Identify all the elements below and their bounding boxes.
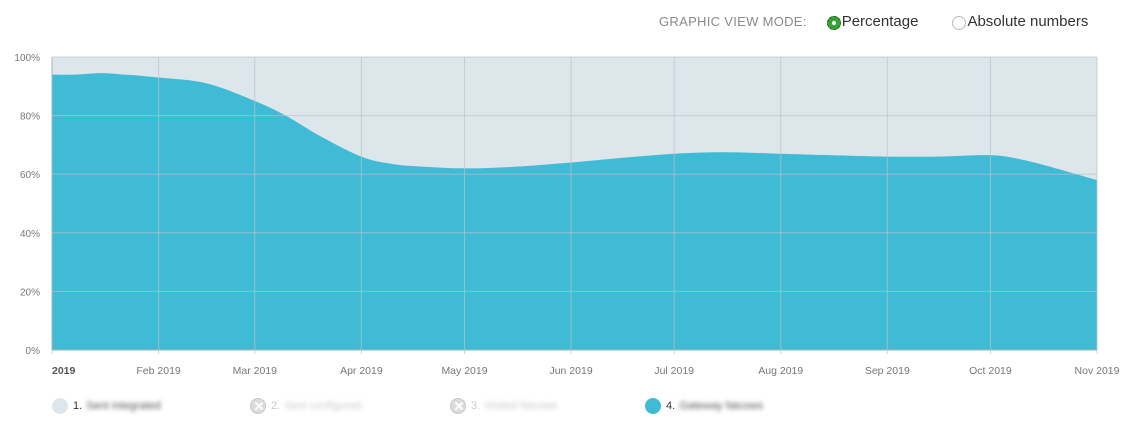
y-tick-label: 100% <box>14 53 40 64</box>
percentage-label[interactable]: Percentage <box>841 12 919 30</box>
absolute-numbers-option[interactable]: Absolute numbers <box>952 13 1088 30</box>
series-area <box>52 73 1097 351</box>
y-tick-label: 0% <box>26 346 41 357</box>
view-mode-label: GRAPHIC VIEW MODE: <box>659 13 807 29</box>
x-tick-label: Aug 2019 <box>758 365 803 377</box>
x-tick-label: Sep 2019 <box>865 365 910 377</box>
view-mode-bar: GRAPHIC VIEW MODE: Percentage Absolute n… <box>659 10 1088 32</box>
legend-item[interactable]: 3. Visited fatcows <box>450 398 557 414</box>
legend-item[interactable]: 2. Sent configured <box>250 398 361 414</box>
x-tick-label: Nov 2019 <box>1075 365 1120 377</box>
legend-label: Visited fatcows <box>484 400 558 412</box>
percentage-option[interactable]: Percentage <box>826 12 919 30</box>
absolute-numbers-radio[interactable] <box>952 16 967 30</box>
legend-index: 1. <box>73 400 83 412</box>
x-tick-label: Oct 2019 <box>969 365 1012 377</box>
legend-item[interactable]: 4. Gateway fatcows <box>645 398 763 414</box>
percentage-radio[interactable] <box>826 16 841 30</box>
x-tick-label: Jun 2019 <box>549 365 592 377</box>
y-tick-label: 40% <box>20 229 40 240</box>
legend-item[interactable]: 1. Sent integrated <box>52 398 161 414</box>
legend-index: 4. <box>666 400 676 412</box>
area-chart: 0% 20% 40% 60% 80% 100% 2019 Feb 2019 Mar 2019 Ap… <box>14 53 1120 377</box>
legend-label: Sent configured <box>284 400 362 412</box>
legend-disabled-icon[interactable] <box>450 398 466 414</box>
x-tick-label: Mar 2019 <box>233 365 278 377</box>
x-tick-label: Feb 2019 <box>136 365 181 377</box>
x-tick-label: Jul 2019 <box>654 365 694 377</box>
legend-index: 2. <box>271 400 281 412</box>
x-tick-label: Apr 2019 <box>340 365 383 377</box>
legend-label: Sent integrated <box>86 400 161 412</box>
legend-index: 3. <box>471 400 481 412</box>
legend-disabled-icon[interactable] <box>250 398 266 414</box>
x-tick-label: May 2019 <box>441 365 487 377</box>
y-tick-label: 20% <box>20 287 40 298</box>
legend-swatch[interactable] <box>52 398 68 414</box>
legend-label: Gateway fatcows <box>679 400 763 412</box>
y-tick-label: 60% <box>20 170 40 181</box>
y-tick-label: 80% <box>20 112 40 123</box>
absolute-numbers-label[interactable]: Absolute numbers <box>967 12 1089 30</box>
legend-swatch[interactable] <box>645 398 661 414</box>
x-tick-label: 2019 <box>52 365 76 377</box>
